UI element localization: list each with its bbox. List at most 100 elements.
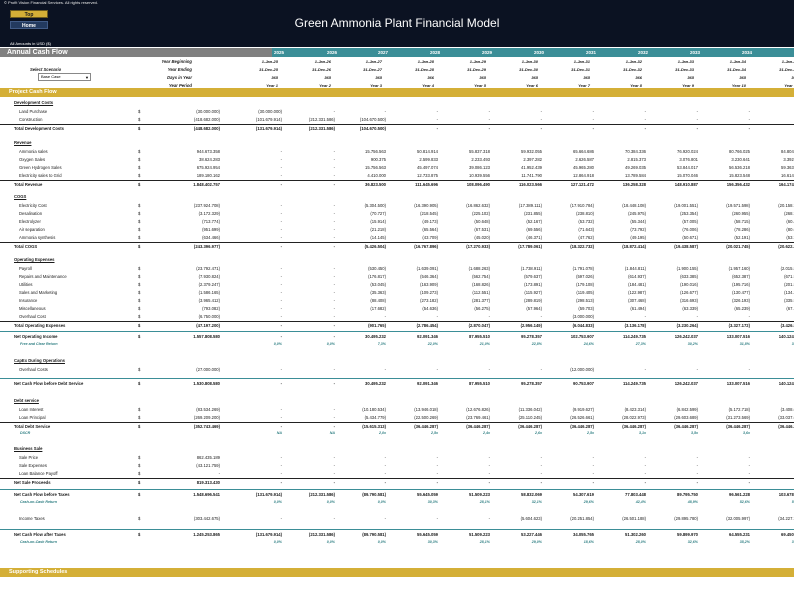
- year-header-row: 2025 2026 2027 2028 2029 2030 2031 2032 2033 2034…: [272, 48, 794, 57]
- row-value: (212.331.586): [308, 126, 335, 131]
- row-value: -: [280, 381, 282, 386]
- row-total: 1.245.253.865: [193, 532, 220, 537]
- row-value: 59.363.029: [781, 165, 794, 170]
- row-value: 28,0%: [635, 540, 646, 544]
- table-row: Loan Balance Payoff$------------: [0, 470, 794, 477]
- row-value: (35.363): [370, 290, 386, 295]
- row-value: 10.939.556: [469, 173, 490, 178]
- row-value: (5.426.504): [364, 244, 386, 249]
- row-value: (176.817): [368, 274, 386, 279]
- row-value: 102.753.907: [570, 334, 594, 339]
- row-value: -: [592, 471, 594, 476]
- row-value: (43.709): [422, 235, 438, 240]
- row-value: -: [280, 516, 282, 521]
- currency-symbol: $: [138, 480, 141, 485]
- row-value: 0,0%: [326, 540, 335, 544]
- row-value: (326.193): [732, 298, 750, 303]
- row-value: -: [748, 367, 750, 372]
- row-value: (168.826): [472, 282, 490, 287]
- row-value: 30,3%: [427, 500, 438, 504]
- row-value: (12.676.826): [466, 407, 490, 412]
- date-cell: 1-Jan-33: [677, 59, 694, 64]
- row-value: (26.526.661): [570, 415, 594, 420]
- row-value: 22,0%: [427, 342, 438, 346]
- row-value: 133.007.516: [726, 334, 750, 339]
- row-value: 3,8x: [744, 431, 794, 435]
- row-label: Loan Interest: [19, 407, 44, 412]
- row-value: (3.000.000): [572, 314, 594, 319]
- row-value: -: [280, 323, 282, 328]
- table-row: Overhaul Cost $ (6.750.000) - - - - - - (3.000.00…: [0, 313, 794, 320]
- currency-symbol: $: [138, 424, 141, 429]
- row-value: -: [280, 266, 282, 271]
- row-value: 50.814.914: [417, 149, 438, 154]
- row-total: (2.379.247): [198, 282, 220, 287]
- scenario-dropdown[interactable]: Base Case ▼: [38, 73, 91, 81]
- row-divider: [0, 489, 794, 490]
- row-value: 140.124.870: [778, 334, 794, 339]
- date-cell: 31-Dec-26: [312, 67, 331, 72]
- row-value: -: [333, 407, 335, 412]
- row-value: (134.392): [784, 290, 794, 295]
- row-value: -: [592, 455, 594, 460]
- currency-symbol: $: [138, 306, 141, 311]
- currency-symbol: $: [138, 165, 141, 170]
- currency-symbol: $: [138, 117, 141, 122]
- table-row: Loan Principal $ (269.209.200) - - (5.434.779…: [0, 414, 794, 421]
- row-label: Sales and Marketing: [19, 290, 58, 295]
- table-row: Ammonia sales $944.673.358 - - 15.756.563 50.…: [0, 148, 794, 155]
- table-row: Desalination $ (3.172.329) - - (70.727) (218.5…: [0, 210, 794, 217]
- date-cell: 365: [687, 75, 694, 80]
- row-value: (109.273): [420, 290, 438, 295]
- row-value: -: [333, 244, 335, 249]
- row-value: 59.899.970: [677, 532, 698, 537]
- date-cell: 365: [583, 75, 590, 80]
- date-cell: 1-Jan-34: [729, 59, 746, 64]
- row-value: (281.377): [472, 298, 490, 303]
- row-value: -: [436, 126, 438, 131]
- row-value: (16.862.632): [466, 203, 490, 208]
- row-value: (33.037.645): [778, 415, 794, 420]
- date-cell: 31-Dec-33: [675, 67, 694, 72]
- row-value: NA: [276, 431, 282, 435]
- row-label: Net Cash Flow before Taxes: [14, 492, 70, 497]
- row-value: 0,0%: [273, 500, 282, 504]
- date-cell: 365: [479, 75, 486, 80]
- date-row-label: Year Period: [168, 83, 192, 88]
- date-cell: 31-Dec-27: [363, 67, 382, 72]
- row-value: 127.121.472: [570, 182, 594, 187]
- row-label: Loan Principal: [19, 415, 46, 420]
- top-button[interactable]: Top: [10, 10, 48, 18]
- row-value: 87.955.510: [469, 334, 490, 339]
- row-value: -: [384, 463, 386, 468]
- row-value: 126.242.037: [674, 381, 698, 386]
- chevron-down-icon[interactable]: ▼: [85, 75, 89, 80]
- date-cell: 1-Jan-32: [625, 59, 642, 64]
- row-value: (12.000.000): [570, 367, 594, 372]
- row-total: (1.586.165): [198, 290, 220, 295]
- row-value: 65.664.686: [573, 149, 594, 154]
- date-cell: 1-Jan-30: [521, 59, 538, 64]
- row-value: (50.648): [474, 219, 490, 224]
- row-value: (76.006): [682, 227, 698, 232]
- row-value: -: [488, 463, 490, 468]
- row-value: 7,3%: [377, 342, 386, 346]
- row-label: Total COGS: [14, 244, 38, 249]
- home-button[interactable]: Home: [10, 21, 48, 29]
- date-cell: Year 2: [319, 83, 331, 88]
- currency-symbol: $: [138, 367, 141, 372]
- row-value: (26.501.188): [622, 516, 646, 521]
- date-cell: 31-Dec-32: [623, 67, 642, 72]
- row-value: 22,8%: [531, 342, 542, 346]
- supporting-schedules-band[interactable]: Supporting Schedules: [0, 568, 794, 577]
- table-row: Miscellaneous $ (793.082) - - (17.682) (54.636…: [0, 305, 794, 312]
- row-value: -: [744, 367, 794, 372]
- row-label: Land Purchase: [19, 109, 48, 114]
- row-value: -: [384, 455, 386, 460]
- row-label: Green Hydrogen Sales: [19, 165, 62, 170]
- row-value: (273.182): [420, 298, 438, 303]
- row-value: (614.937): [628, 274, 646, 279]
- row-value: 95.278.357: [521, 334, 542, 339]
- row-value: 15.756.563: [365, 149, 386, 154]
- table-row: Cash-on-Cash Return 0,0% 0,0% 0,0% 30,3% 28,1…: [0, 539, 794, 546]
